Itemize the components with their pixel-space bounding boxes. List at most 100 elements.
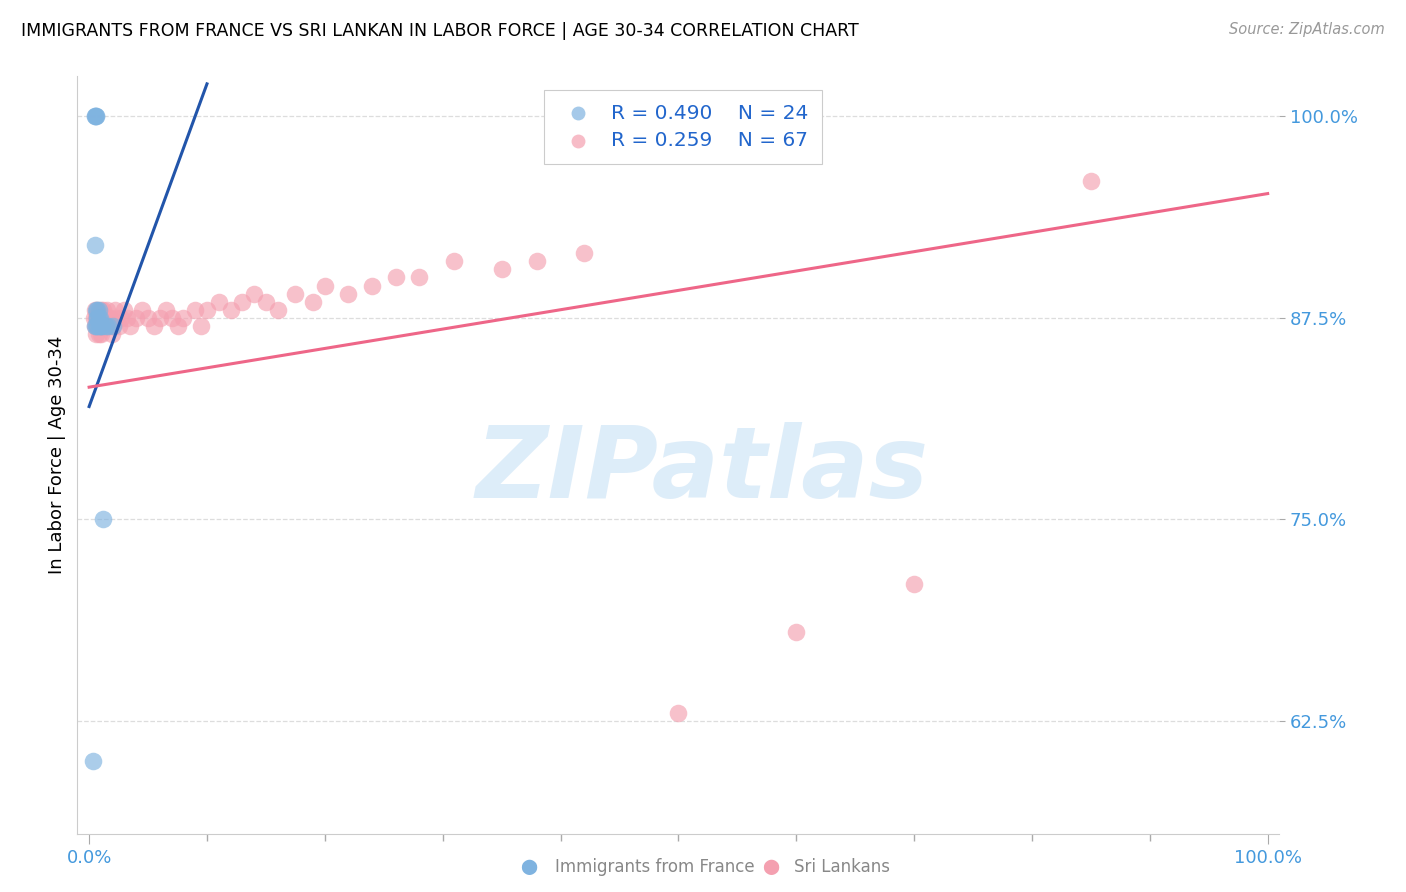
Point [243, 286, 266, 301]
Point [526, 254, 548, 268]
Point [86, 302, 108, 317]
Point [172, 310, 194, 325]
Point [195, 302, 218, 317]
Point [149, 310, 172, 325]
Point [666, 706, 689, 720]
Point [314, 278, 336, 293]
Point [84, 109, 107, 123]
Point [91, 318, 114, 333]
Point [155, 302, 177, 317]
Point [408, 270, 430, 285]
Point [83, 310, 105, 325]
Text: ⬤: ⬤ [762, 859, 779, 875]
Point [97, 318, 120, 333]
Point [84, 326, 107, 341]
Text: Sri Lankans: Sri Lankans [794, 858, 890, 876]
Point [84, 109, 107, 123]
Point [120, 318, 142, 333]
Point [96, 318, 118, 333]
Point [231, 294, 253, 309]
Point [87, 302, 110, 317]
Point [86, 310, 108, 325]
Point [89, 310, 111, 325]
Point [84, 318, 107, 333]
Point [86, 318, 108, 333]
Point [84, 302, 107, 317]
Point [84, 109, 107, 123]
Point [1080, 174, 1102, 188]
Point [572, 246, 595, 260]
Point [90, 326, 112, 341]
Point [361, 278, 384, 293]
Point [114, 302, 136, 317]
Point [87, 310, 110, 325]
Point [219, 302, 242, 317]
Point [125, 310, 148, 325]
Point [491, 262, 513, 277]
Point [89, 318, 111, 333]
Text: ZIPatlas: ZIPatlas [475, 422, 929, 518]
Point [98, 310, 121, 325]
Point [105, 310, 128, 325]
Point [166, 318, 188, 333]
Point [284, 286, 307, 301]
Point [93, 310, 115, 325]
Point [84, 302, 107, 317]
Point [91, 310, 114, 325]
Point [89, 318, 111, 333]
Point [100, 326, 122, 341]
Point [184, 302, 207, 317]
Point [91, 302, 114, 317]
Point [104, 302, 127, 317]
Point [84, 318, 107, 333]
Point [86, 318, 108, 333]
Point [254, 294, 277, 309]
Point [91, 318, 114, 333]
Point [93, 318, 115, 333]
Point [107, 318, 129, 333]
Point [115, 310, 138, 325]
Point [87, 326, 110, 341]
Point [91, 512, 114, 526]
Text: Source: ZipAtlas.com: Source: ZipAtlas.com [1229, 22, 1385, 37]
Point [89, 310, 111, 325]
Point [84, 310, 107, 325]
Point [136, 310, 159, 325]
Point [443, 254, 465, 268]
Point [160, 310, 183, 325]
Point [267, 302, 290, 317]
Point [90, 302, 112, 317]
Point [302, 294, 325, 309]
Point [101, 318, 124, 333]
Point [86, 310, 108, 325]
Point [903, 577, 925, 591]
Point [84, 318, 107, 333]
Text: Immigrants from France: Immigrants from France [555, 858, 755, 876]
Point [97, 310, 120, 325]
Point [87, 310, 110, 325]
Point [190, 318, 212, 333]
Point [208, 294, 231, 309]
Point [91, 318, 114, 333]
Y-axis label: In Labor Force | Age 30-34: In Labor Force | Age 30-34 [48, 335, 66, 574]
Point [101, 318, 124, 333]
Text: ⬤: ⬤ [520, 859, 537, 875]
Point [142, 318, 165, 333]
Point [94, 310, 117, 325]
Legend: R = 0.490    N = 24, R = 0.259    N = 67: R = 0.490 N = 24, R = 0.259 N = 67 [544, 90, 823, 164]
Point [785, 625, 807, 640]
Point [337, 286, 360, 301]
Point [384, 270, 406, 285]
Point [98, 318, 121, 333]
Point [110, 310, 132, 325]
Point [131, 302, 153, 317]
Point [82, 755, 104, 769]
Text: IMMIGRANTS FROM FRANCE VS SRI LANKAN IN LABOR FORCE | AGE 30-34 CORRELATION CHAR: IMMIGRANTS FROM FRANCE VS SRI LANKAN IN … [21, 22, 859, 40]
Point [84, 238, 107, 252]
Point [96, 302, 118, 317]
Point [84, 109, 107, 123]
Point [94, 318, 117, 333]
Point [86, 302, 108, 317]
Point [90, 318, 112, 333]
Point [87, 318, 110, 333]
